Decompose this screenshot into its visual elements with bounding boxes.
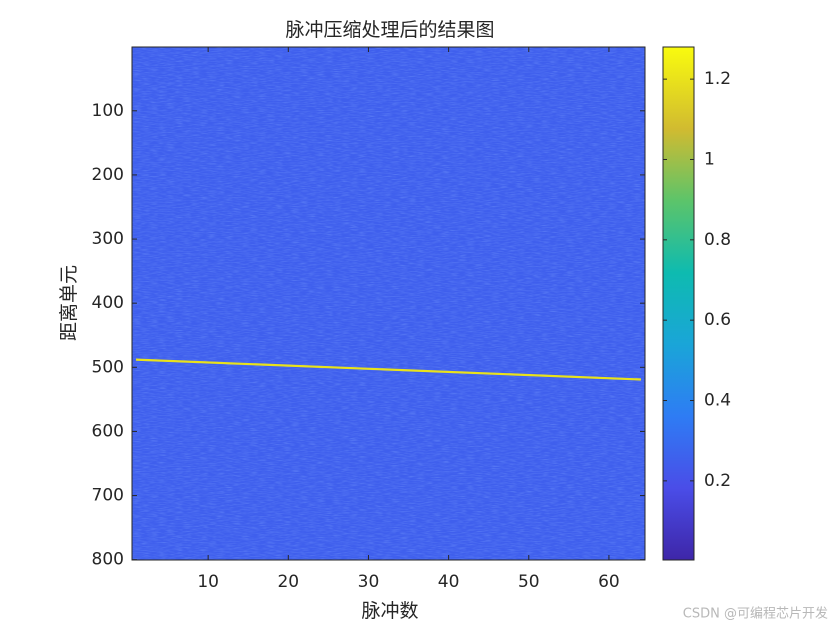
x-axis-label: 脉冲数 [361, 600, 418, 622]
x-tick-label: 10 [197, 572, 219, 592]
y-tick-label: 300 [92, 229, 124, 249]
colorbar-tick-label: 1.2 [704, 69, 731, 89]
colorbar-tick-label: 0.2 [704, 471, 731, 491]
colorbar-tick-label: 1 [704, 149, 715, 169]
colorbar [662, 46, 695, 561]
watermark: CSDN @可编程芯片开发 [683, 606, 828, 622]
y-tick-label: 400 [92, 293, 124, 313]
chart-title: 脉冲压缩处理后的结果图 [285, 19, 494, 41]
colorbar-tick-label: 0.8 [704, 230, 731, 250]
target-track [135, 358, 642, 381]
y-axis-label: 距离单元 [58, 265, 80, 341]
x-tick-label: 50 [518, 572, 540, 592]
colorbar-tick-label: 0.4 [704, 391, 731, 411]
x-tick-label: 30 [358, 572, 380, 592]
heatmap-texture [132, 47, 645, 560]
x-tick-label: 20 [277, 572, 299, 592]
y-tick-label: 200 [92, 165, 124, 185]
y-tick-label: 500 [92, 357, 124, 377]
x-tick-label: 60 [598, 572, 620, 592]
x-tick-label: 40 [438, 572, 460, 592]
y-tick-label: 600 [92, 421, 124, 441]
y-tick-label: 800 [92, 550, 124, 570]
y-tick-label: 700 [92, 486, 124, 506]
colorbar-tick-label: 0.6 [704, 310, 731, 330]
y-tick-label: 100 [92, 101, 124, 121]
